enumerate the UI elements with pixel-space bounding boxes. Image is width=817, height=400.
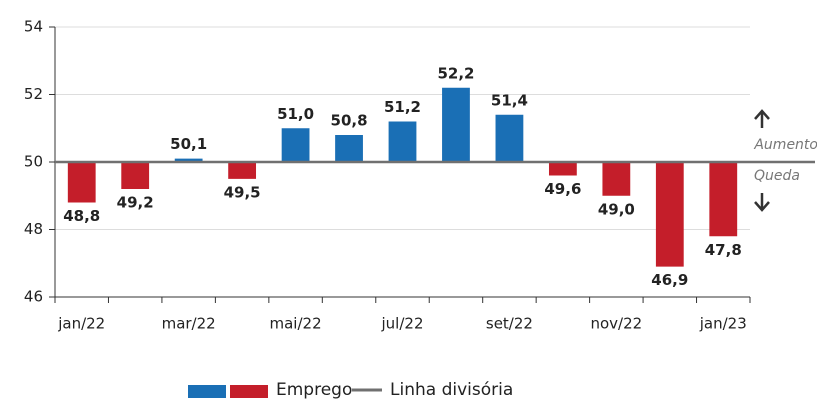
- y-tick-label: 48: [24, 220, 43, 238]
- value-label: 50,8: [331, 112, 368, 130]
- x-tick-label: nov/22: [590, 315, 642, 333]
- bar: [495, 114, 524, 162]
- bar: [442, 87, 470, 162]
- up-arrow: [754, 109, 770, 128]
- value-label: 50,1: [170, 135, 207, 153]
- value-label: 51,0: [277, 105, 314, 123]
- value-label: 51,2: [384, 98, 421, 116]
- x-tick-label: set/22: [486, 315, 533, 333]
- annotation: Aumento: [753, 137, 817, 153]
- legend-label: Linha divisória: [390, 380, 513, 400]
- x-tick-label: mar/22: [162, 315, 216, 333]
- bar: [335, 135, 363, 162]
- x-tick-label: jul/22: [381, 315, 424, 333]
- y-tick-label: 54: [24, 18, 43, 36]
- value-label: 47,8: [705, 241, 742, 259]
- x-tick-label: jan/22: [57, 315, 105, 333]
- bar: [548, 162, 577, 176]
- annotation: Queda: [754, 168, 800, 184]
- bar: [228, 162, 257, 179]
- bar: [67, 162, 96, 203]
- value-label: 49,5: [224, 183, 261, 201]
- y-tick-label: 52: [24, 85, 43, 103]
- bar: [655, 162, 684, 267]
- value-label: 51,4: [491, 91, 528, 109]
- y-tick-label: 46: [24, 288, 43, 306]
- bar: [388, 121, 417, 162]
- value-label: 48,8: [63, 207, 100, 225]
- value-label: 49,6: [544, 180, 581, 198]
- bar: [709, 162, 738, 237]
- value-label: 46,9: [651, 271, 688, 289]
- value-label: 52,2: [437, 64, 474, 82]
- y-tick-label: 50: [24, 153, 43, 171]
- bar: [602, 162, 631, 196]
- bar: [121, 162, 150, 189]
- legend-label: Emprego: [276, 380, 352, 400]
- legend-swatch: [188, 385, 226, 398]
- bar: [281, 128, 310, 162]
- bar: [174, 158, 203, 162]
- x-tick-label: jan/23: [699, 315, 747, 333]
- value-label: 49,0: [598, 200, 635, 218]
- x-tick-label: mai/22: [270, 315, 322, 333]
- down-arrow: [754, 193, 770, 212]
- value-label: 49,2: [117, 194, 154, 212]
- legend-swatch: [230, 385, 268, 398]
